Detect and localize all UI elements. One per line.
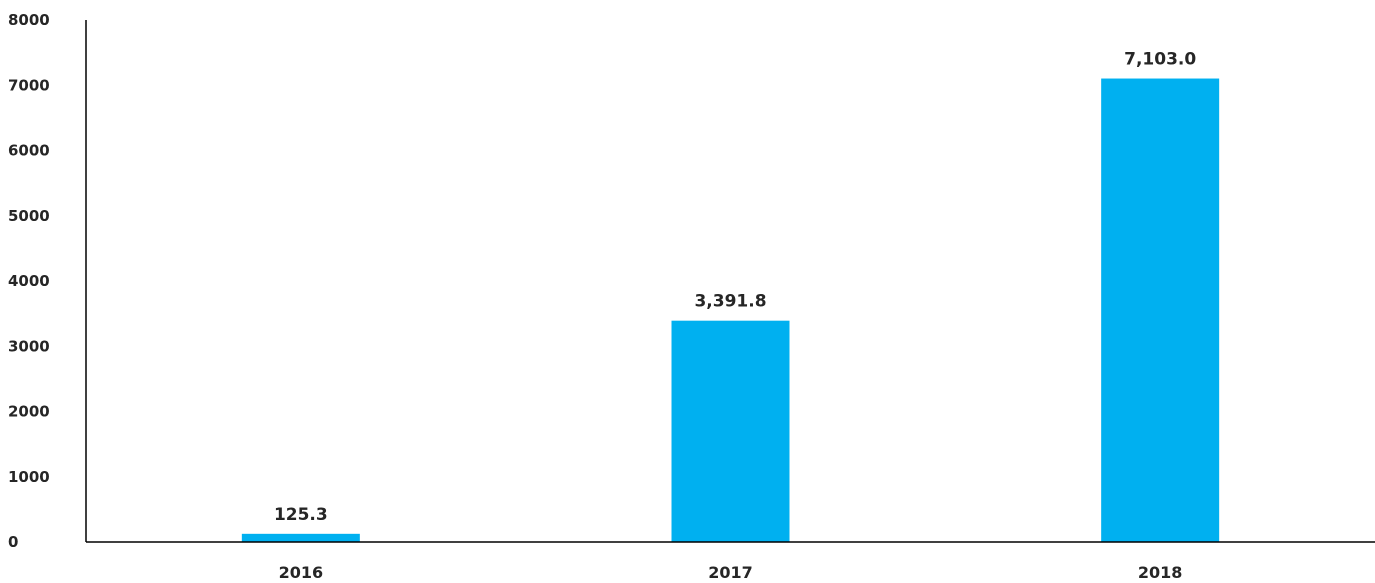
y-tick-label: 4000: [8, 272, 50, 290]
y-tick-label: 5000: [8, 207, 50, 225]
bar-2016: [241, 533, 360, 542]
y-tick-label: 3000: [8, 337, 50, 355]
y-tick-label: 1000: [8, 468, 50, 486]
y-tick-label: 0: [8, 533, 18, 551]
y-tick-label: 6000: [8, 142, 50, 160]
x-axis-labels: 2016 2017 2018: [279, 563, 1183, 582]
data-label-2016: 125.3: [274, 505, 328, 525]
data-label-2018: 7,103.0: [1124, 50, 1196, 70]
x-tick-label-2017: 2017: [708, 563, 753, 582]
bar-2018: [1101, 78, 1220, 543]
x-tick-label-2018: 2018: [1138, 563, 1183, 582]
x-tick-label-2016: 2016: [279, 563, 324, 582]
y-tick-label: 2000: [8, 403, 50, 421]
bar-2017: [671, 320, 790, 542]
y-axis-ticks: 0 1000 2000 3000 4000 5000 6000 7000 8000: [8, 11, 50, 551]
data-label-2017: 3,391.8: [694, 292, 766, 312]
data-labels-group: 125.3 3,391.8 7,103.0: [274, 50, 1196, 525]
bars-group: [241, 78, 1220, 543]
y-tick-label: 7000: [8, 76, 50, 94]
y-tick-label: 8000: [8, 11, 50, 29]
